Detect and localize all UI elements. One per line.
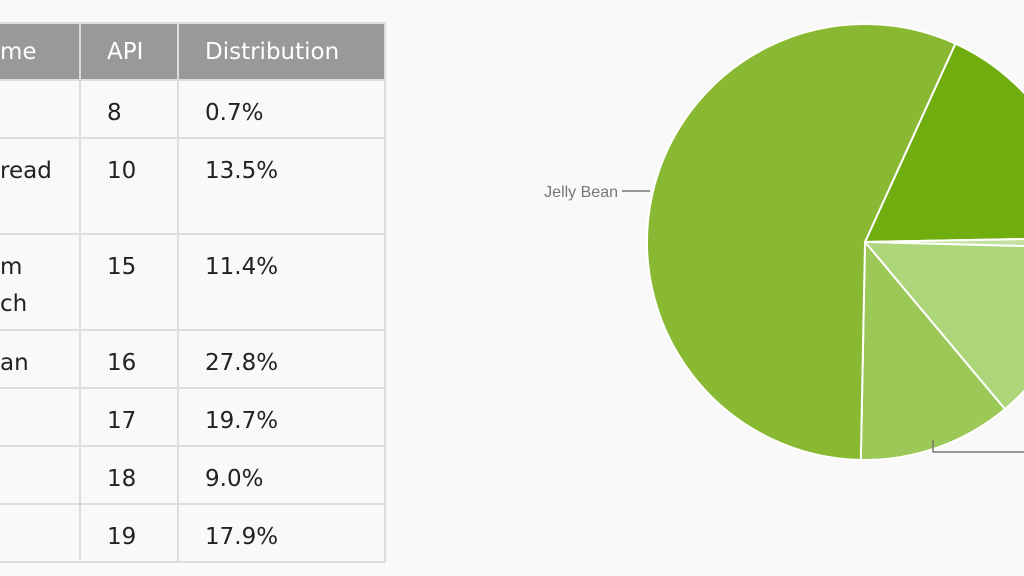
cell-api: 8 [79, 79, 179, 139]
cell-api: 15 [79, 233, 179, 331]
cell-dist: 13.5% [177, 137, 386, 235]
cell-dist: 9.0% [177, 445, 386, 505]
table-row: 19 17.9% [0, 503, 386, 563]
column-header: me [0, 22, 81, 81]
ics-leader-line [932, 440, 1024, 453]
cell-name: m ch [0, 233, 81, 331]
cell-api: 19 [79, 503, 179, 563]
cell-api: 18 [79, 445, 179, 505]
cell-dist: 0.7% [177, 79, 386, 139]
cell-dist: 11.4% [177, 233, 386, 331]
cell-name [0, 445, 81, 505]
table-row: 18 9.0% [0, 445, 386, 505]
distribution-table: me API Distribution 8 0.7% read 10 13.5% m ch 15… [0, 22, 386, 563]
column-header: Distribution [177, 22, 386, 81]
cell-api: 10 [79, 137, 179, 235]
cell-dist: 17.9% [177, 503, 386, 563]
pie-slice-ice-cream-sandwich [859, 239, 1007, 461]
cell-name: an [0, 329, 81, 389]
cell-dist: 19.7% [177, 387, 386, 447]
table-row: 8 0.7% [0, 79, 386, 139]
table-row: m ch 15 11.4% [0, 233, 386, 331]
cell-name [0, 387, 81, 447]
pie-slice-gingerbread [862, 240, 1024, 411]
cell-name [0, 503, 81, 563]
table-row: 17 19.7% [0, 387, 386, 447]
cell-name [0, 79, 81, 139]
cell-api: 17 [79, 387, 179, 447]
table-row: an 16 27.8% [0, 329, 386, 389]
pie-slice-kitkat [863, 42, 1024, 244]
cell-dist: 27.8% [177, 329, 386, 389]
table-row: read 10 13.5% [0, 137, 386, 235]
pie-slice-jelly-bean [646, 23, 957, 461]
cell-name: read [0, 137, 81, 235]
cell-api: 16 [79, 329, 179, 389]
column-header: API [79, 22, 179, 81]
jelly-bean-label: Jelly Bean [544, 184, 618, 201]
